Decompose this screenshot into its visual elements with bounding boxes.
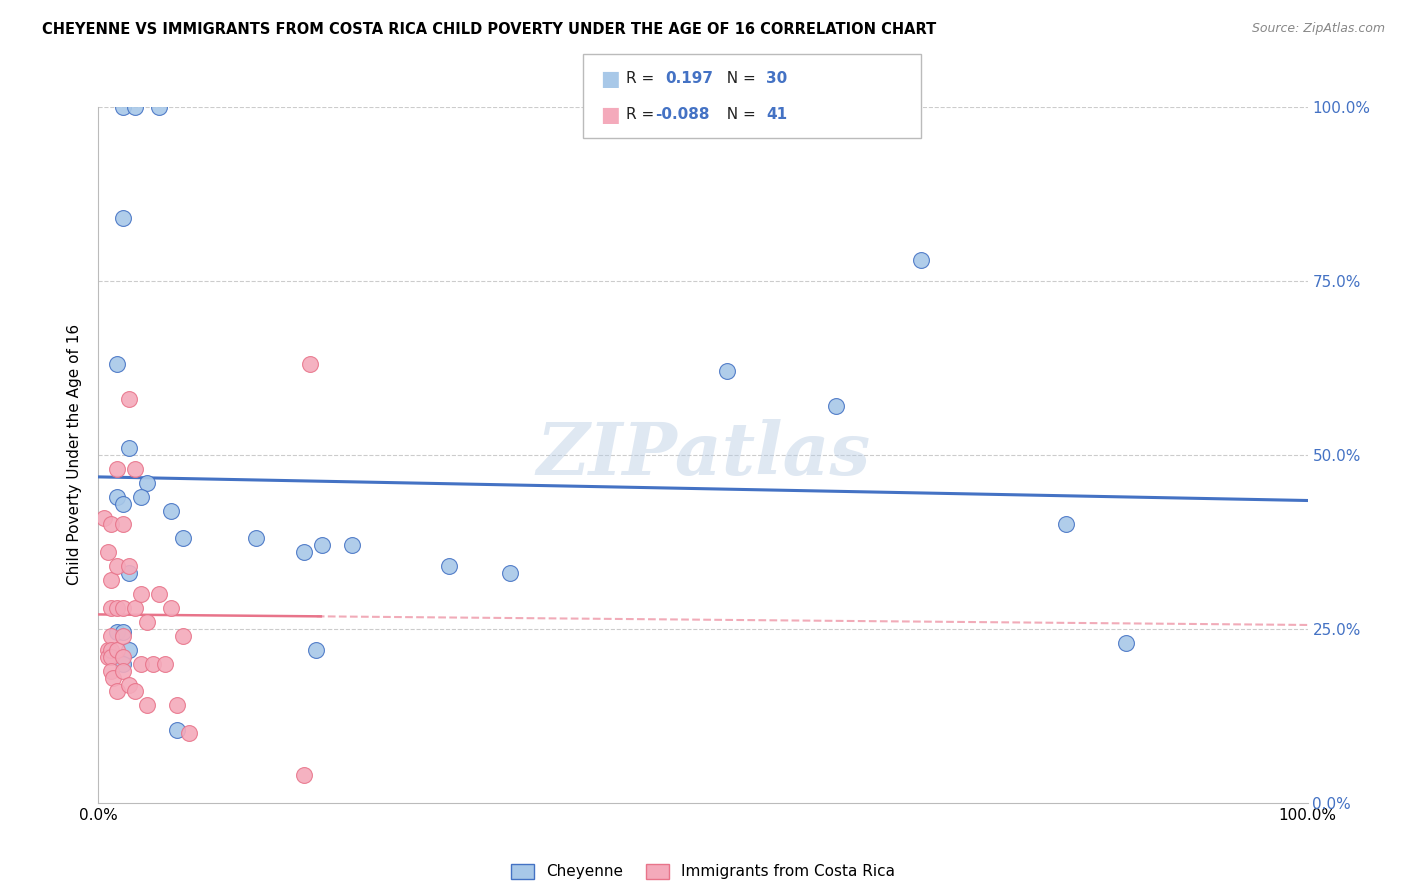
Point <box>292 768 315 782</box>
Point <box>111 625 134 640</box>
Point <box>299 358 322 372</box>
Point <box>100 629 122 643</box>
Text: Source: ZipAtlas.com: Source: ZipAtlas.com <box>1251 22 1385 36</box>
Point <box>179 726 201 740</box>
Text: CHEYENNE VS IMMIGRANTS FROM COSTA RICA CHILD POVERTY UNDER THE AGE OF 16 CORRELA: CHEYENNE VS IMMIGRANTS FROM COSTA RICA C… <box>42 22 936 37</box>
Point <box>97 649 120 664</box>
Point <box>111 601 134 615</box>
Point <box>105 490 128 504</box>
Point <box>105 358 128 372</box>
Text: N =: N = <box>717 107 761 122</box>
Text: ■: ■ <box>600 69 620 89</box>
Point <box>111 649 134 664</box>
Point <box>129 587 152 601</box>
Point <box>111 497 134 511</box>
Point <box>105 559 128 574</box>
Point <box>245 532 267 546</box>
Point <box>97 642 120 657</box>
Point <box>166 723 188 737</box>
Point <box>97 545 120 559</box>
Point <box>105 625 128 640</box>
Point <box>1115 636 1137 650</box>
Point <box>105 601 128 615</box>
Point <box>437 559 460 574</box>
Point <box>305 642 328 657</box>
Point <box>105 462 128 476</box>
Text: R =: R = <box>626 71 659 87</box>
Point <box>100 517 122 532</box>
Point <box>153 657 176 671</box>
Point <box>1054 517 1077 532</box>
Point <box>172 629 194 643</box>
Point <box>342 538 364 552</box>
Point <box>111 100 134 114</box>
Point <box>129 490 152 504</box>
Point <box>100 573 122 587</box>
Text: 30: 30 <box>766 71 787 87</box>
Point <box>311 538 333 552</box>
Point <box>118 566 141 581</box>
Point <box>166 698 188 713</box>
Point <box>160 503 183 517</box>
Text: ■: ■ <box>600 104 620 125</box>
Point <box>124 100 146 114</box>
Point <box>105 642 128 657</box>
Point <box>100 601 122 615</box>
Point <box>825 399 848 413</box>
Point <box>111 517 134 532</box>
Point <box>118 642 141 657</box>
Text: ZIPatlas: ZIPatlas <box>536 419 870 491</box>
Point <box>135 475 157 490</box>
Point <box>498 566 520 581</box>
Point <box>148 587 170 601</box>
Y-axis label: Child Poverty Under the Age of 16: Child Poverty Under the Age of 16 <box>67 325 83 585</box>
Text: N =: N = <box>717 71 761 87</box>
Point <box>111 629 134 643</box>
Point <box>111 664 134 678</box>
Point <box>100 649 122 664</box>
Point <box>111 657 134 671</box>
Point <box>118 559 141 574</box>
Text: 41: 41 <box>766 107 787 122</box>
Point <box>111 211 134 226</box>
Legend: Cheyenne, Immigrants from Costa Rica: Cheyenne, Immigrants from Costa Rica <box>505 857 901 886</box>
Text: 0.197: 0.197 <box>665 71 713 87</box>
Point <box>100 642 122 657</box>
Point <box>118 392 141 407</box>
Point <box>142 657 165 671</box>
Point <box>292 545 315 559</box>
Point <box>135 698 157 713</box>
Point <box>100 664 122 678</box>
Point <box>124 684 146 698</box>
Point <box>716 364 738 378</box>
Point <box>101 671 124 685</box>
Point <box>118 677 141 691</box>
Point <box>129 657 152 671</box>
Point <box>160 601 183 615</box>
Point <box>118 441 141 455</box>
Point <box>172 532 194 546</box>
Point <box>910 253 932 268</box>
Point <box>135 615 157 629</box>
Point <box>148 100 170 114</box>
Text: R =: R = <box>626 107 659 122</box>
Point <box>105 684 128 698</box>
Text: -0.088: -0.088 <box>655 107 710 122</box>
Point <box>93 510 115 524</box>
Point <box>124 462 146 476</box>
Point <box>124 601 146 615</box>
